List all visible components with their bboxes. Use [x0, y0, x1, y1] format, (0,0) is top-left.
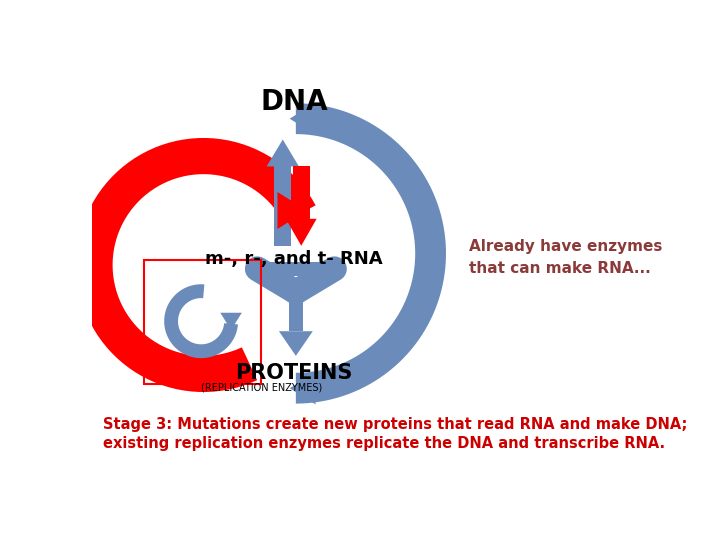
Polygon shape [289, 372, 315, 404]
Polygon shape [286, 219, 317, 246]
Text: DNA: DNA [261, 89, 328, 117]
Polygon shape [296, 103, 446, 403]
Bar [274, 166, 291, 246]
Text: Stage 3: Mutations create new proteins that read RNA and make DNA;: Stage 3: Mutations create new proteins t… [104, 417, 688, 433]
Bar [293, 166, 310, 219]
Polygon shape [277, 192, 307, 229]
Text: PROTEINS: PROTEINS [235, 363, 353, 383]
Polygon shape [279, 331, 312, 356]
Text: Already have enzymes
that can make RNA...: Already have enzymes that can make RNA..… [469, 239, 662, 276]
Polygon shape [220, 313, 242, 330]
Text: m-, r-, and t- RNA: m-, r-, and t- RNA [205, 249, 383, 268]
Bar [289, 292, 303, 331]
Polygon shape [164, 284, 238, 358]
Polygon shape [76, 138, 315, 392]
Bar [144, 260, 261, 384]
Polygon shape [289, 103, 315, 135]
Polygon shape [266, 139, 299, 166]
Text: existing replication enzymes replicate the DNA and transcribe RNA.: existing replication enzymes replicate t… [104, 436, 665, 451]
Bar [257, 262, 334, 276]
Text: (REPLICATION ENZYMES): (REPLICATION ENZYMES) [201, 383, 322, 393]
